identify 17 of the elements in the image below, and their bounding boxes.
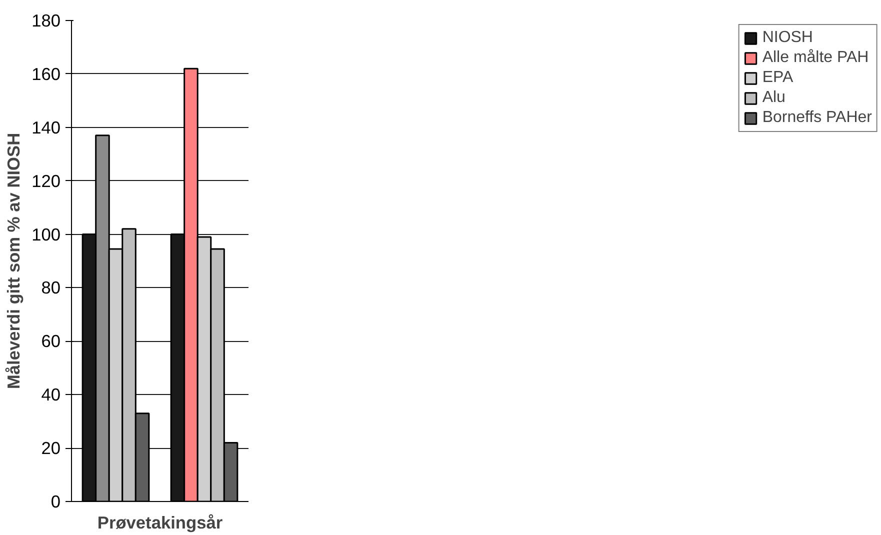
y-tick-label: 100: [32, 224, 61, 244]
legend-label: Alu: [762, 89, 786, 107]
y-tick-label: 180: [32, 10, 61, 30]
legend-label: Alle målte PAH: [762, 49, 869, 67]
legend-label: NIOSH: [762, 29, 813, 47]
y-axis-title: Måleverdi gitt som % av NIOSH: [4, 132, 24, 390]
y-tick-label: 0: [50, 492, 61, 512]
y-tick-label: 60: [41, 331, 61, 352]
y-tick-label: 140: [32, 117, 61, 138]
y-tick-label: 120: [32, 170, 61, 191]
x-axis-title: Prøvetakingsår: [97, 512, 223, 532]
y-tick-label: 20: [41, 438, 61, 458]
legend-label: EPA: [762, 69, 794, 87]
y-tick-label: 160: [32, 64, 61, 84]
y-tick-label: 80: [41, 278, 61, 298]
legend-label: Borneffs PAHer: [762, 109, 872, 127]
y-tick-label: 40: [41, 384, 61, 405]
